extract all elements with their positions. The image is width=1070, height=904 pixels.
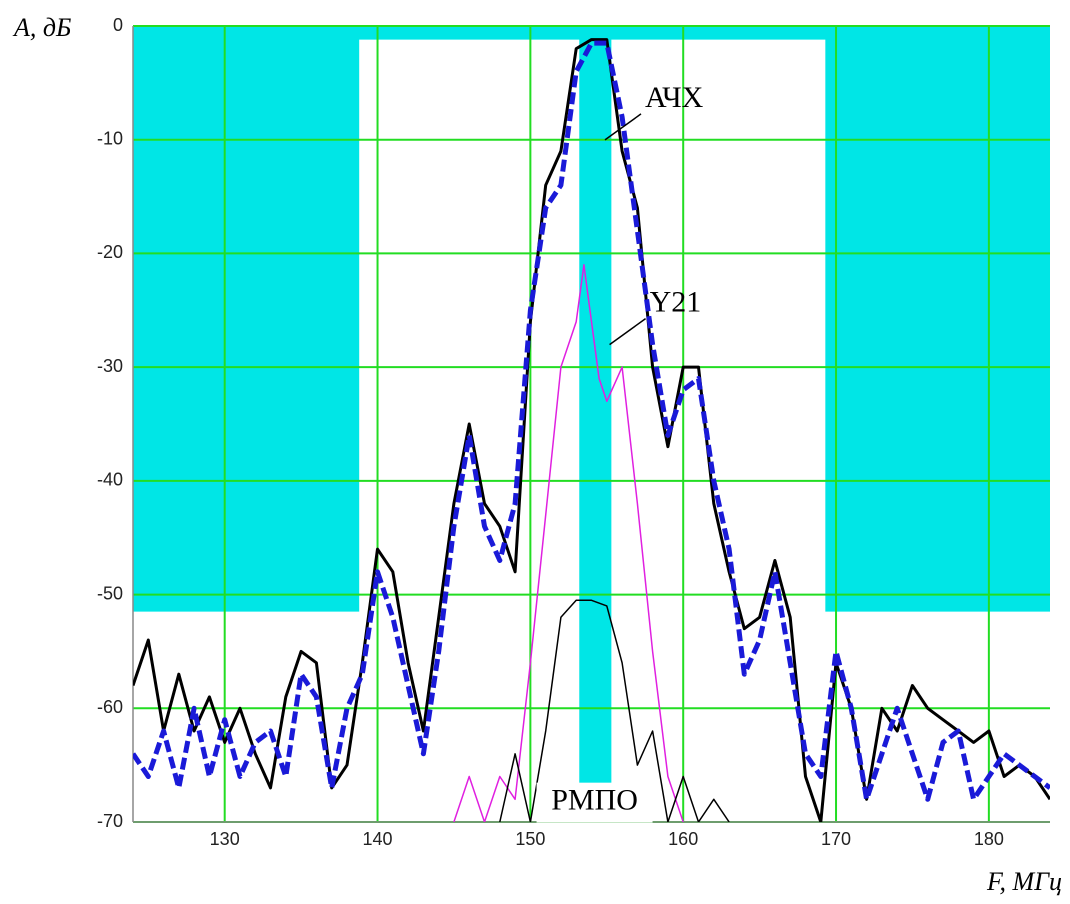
x-axis-label: F, МГц <box>986 867 1062 896</box>
x-tick-label: 170 <box>821 829 851 849</box>
leader-line <box>604 113 642 141</box>
y-tick-label: -60 <box>97 697 123 717</box>
leader-line <box>609 317 647 346</box>
x-tick-label: 150 <box>515 829 545 849</box>
x-tick-label: 180 <box>974 829 1004 849</box>
y-tick-label: 0 <box>113 15 123 35</box>
y-tick-label: -40 <box>97 470 123 490</box>
mask-region <box>133 26 1050 788</box>
y-tick-label: -30 <box>97 356 123 376</box>
series-line <box>453 264 684 822</box>
y-axis-label: A, дБ <box>12 13 71 42</box>
label-bg <box>536 782 653 823</box>
x-tick-label: 160 <box>668 829 698 849</box>
series-line <box>499 599 730 822</box>
annotation: АЧХ <box>645 81 704 114</box>
y-tick-label: -50 <box>97 583 123 603</box>
series-line <box>133 40 1050 802</box>
x-tick-label: 130 <box>210 829 240 849</box>
series-line <box>133 38 1050 822</box>
annotation: Y21 <box>650 285 702 318</box>
y-tick-label: -10 <box>97 128 123 148</box>
x-tick-label: 140 <box>363 829 393 849</box>
annotation: РМПО <box>551 784 638 817</box>
y-tick-label: -70 <box>97 811 123 831</box>
y-tick-label: -20 <box>97 242 123 262</box>
